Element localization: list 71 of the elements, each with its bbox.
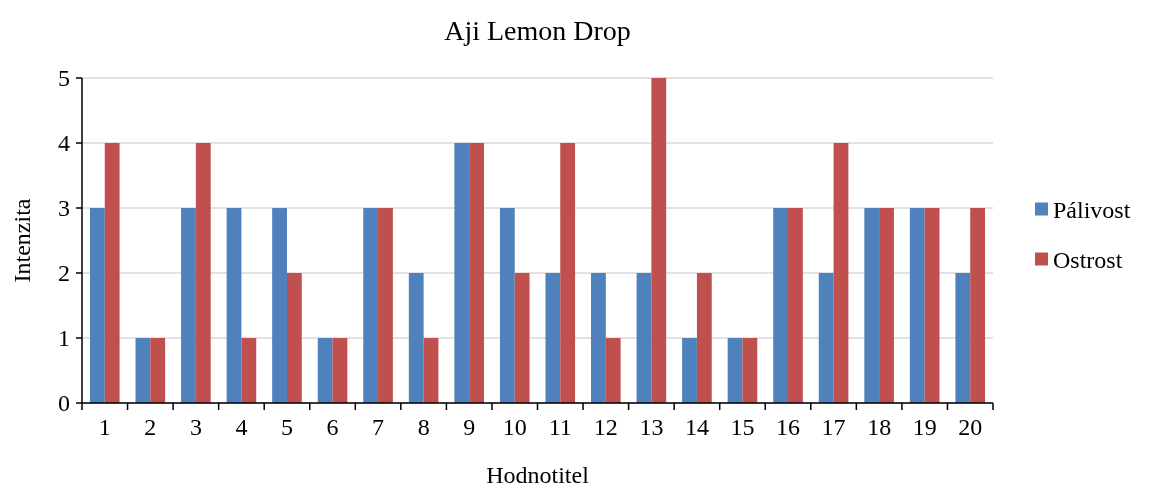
x-tick-label: 19 (912, 414, 937, 440)
bar (727, 338, 743, 403)
y-tick-label: 3 (58, 195, 70, 222)
y-tick-label: 1 (58, 325, 70, 352)
bar (363, 208, 379, 403)
bar (833, 143, 849, 403)
x-tick-label: 18 (867, 414, 892, 440)
y-tick-label: 4 (58, 130, 70, 157)
bar (135, 338, 151, 403)
bar (605, 338, 621, 403)
bar (408, 273, 424, 403)
y-tick-label: 0 (58, 390, 70, 417)
x-tick-label: 2 (144, 414, 157, 440)
bar (378, 208, 393, 403)
bar (864, 208, 880, 403)
bar (272, 208, 287, 403)
bar (150, 338, 166, 403)
bar (317, 338, 333, 403)
bar (241, 338, 257, 403)
x-tick-label: 15 (730, 414, 755, 440)
legend-label: Ostrost (1053, 246, 1123, 273)
x-tick-label: 7 (372, 414, 385, 440)
x-tick-label: 11 (548, 414, 572, 440)
bar (773, 208, 789, 403)
bar (924, 208, 940, 403)
bar (696, 273, 712, 403)
bar (788, 208, 803, 403)
bar (469, 143, 484, 403)
x-tick-label: 9 (463, 414, 476, 440)
x-tick-label: 5 (280, 414, 293, 440)
bar (651, 78, 667, 403)
bar (955, 273, 971, 403)
bar (423, 338, 439, 403)
x-tick-label: 17 (821, 414, 846, 440)
bar (181, 208, 196, 403)
bar (104, 143, 120, 403)
x-tick-label: 16 (776, 414, 801, 440)
bar (970, 208, 986, 403)
bar (332, 338, 348, 403)
bar (682, 338, 697, 403)
x-tick-label: 14 (684, 414, 709, 440)
bar (909, 208, 925, 403)
y-tick-label: 5 (58, 65, 70, 92)
y-axis-title: Intenzita (9, 198, 35, 283)
x-tick-label: 20 (958, 414, 983, 440)
legend-label: Pálivost (1053, 196, 1131, 223)
bar (454, 143, 470, 403)
chart-title: Aji Lemon Drop (444, 15, 631, 46)
bar (636, 273, 652, 403)
y-tick-label: 2 (58, 260, 70, 287)
bar (286, 273, 302, 403)
x-tick-label: 1 (98, 414, 111, 440)
x-axis-title: Hodnotitel (486, 462, 590, 488)
bar (514, 273, 530, 403)
x-tick-label: 10 (502, 414, 527, 440)
bar (591, 273, 606, 403)
x-tick-label: 6 (326, 414, 339, 440)
bar (195, 143, 211, 403)
x-tick-label: 13 (639, 414, 664, 440)
bar (89, 208, 105, 403)
bar (818, 273, 834, 403)
x-tick-label: 3 (189, 414, 202, 440)
bar (560, 143, 576, 403)
x-tick-label: 4 (235, 414, 248, 440)
x-tick-label: 12 (593, 414, 618, 440)
bar (879, 208, 894, 403)
x-tick-label: 8 (417, 414, 430, 440)
bar (499, 208, 515, 403)
bar (742, 338, 758, 403)
bar (226, 208, 242, 403)
bar (545, 273, 561, 403)
